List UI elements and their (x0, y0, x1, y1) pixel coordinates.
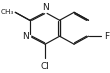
Text: Cl: Cl (41, 62, 50, 71)
Text: N: N (22, 32, 29, 41)
Text: CH₃: CH₃ (1, 9, 14, 15)
Text: F: F (104, 32, 109, 41)
Text: N: N (42, 3, 49, 12)
